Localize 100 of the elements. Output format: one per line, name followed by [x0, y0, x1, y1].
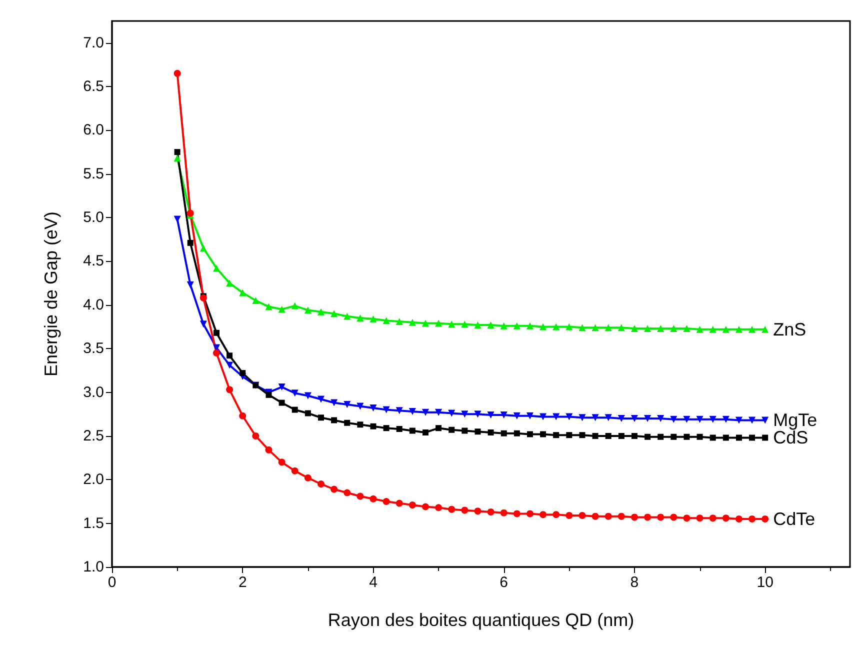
- point: [396, 500, 403, 507]
- point: [592, 512, 599, 520]
- point: [592, 432, 598, 439]
- point: [291, 467, 298, 474]
- point: [526, 431, 533, 438]
- point: [526, 412, 534, 420]
- point: [710, 434, 716, 441]
- point: [278, 384, 286, 391]
- point: [657, 414, 664, 422]
- point: [435, 408, 442, 416]
- point: [748, 326, 756, 333]
- point: [252, 432, 260, 440]
- point: [566, 432, 572, 438]
- point: [604, 324, 612, 332]
- point: [344, 401, 351, 408]
- point: [317, 396, 324, 403]
- point: [356, 492, 364, 500]
- point: [578, 414, 586, 422]
- point: [670, 325, 678, 332]
- point: [292, 406, 298, 413]
- point: [553, 432, 560, 438]
- point: [422, 408, 429, 416]
- x-tick-label: 10: [756, 574, 774, 591]
- point: [408, 318, 416, 326]
- point: [266, 392, 272, 398]
- point: [330, 399, 338, 406]
- point: [500, 430, 507, 436]
- point: [265, 446, 272, 454]
- x-tick-label: 2: [238, 574, 247, 591]
- point: [226, 352, 233, 359]
- point: [683, 416, 690, 423]
- point: [696, 434, 703, 440]
- series-label: CdTe: [773, 508, 816, 529]
- y-tick-label: 7.0: [83, 34, 104, 52]
- point: [513, 322, 520, 330]
- point: [709, 514, 716, 522]
- point: [488, 429, 494, 436]
- point: [370, 404, 377, 412]
- point: [552, 323, 560, 330]
- point: [592, 414, 599, 422]
- y-tick-label: 6.5: [83, 78, 104, 96]
- point: [474, 428, 481, 435]
- point: [304, 392, 312, 400]
- point: [644, 434, 651, 440]
- point: [566, 323, 573, 330]
- point: [644, 414, 652, 422]
- point: [618, 512, 625, 520]
- point: [631, 432, 638, 439]
- series-label: ZnS: [773, 319, 806, 340]
- point: [461, 320, 468, 328]
- point: [618, 414, 625, 422]
- y-tick-label: 5.0: [83, 209, 104, 226]
- point: [657, 325, 664, 332]
- point: [436, 425, 442, 432]
- point: [696, 416, 704, 423]
- point: [630, 325, 638, 332]
- point: [317, 308, 324, 316]
- point: [304, 474, 312, 482]
- y-tick-label: 3.5: [83, 340, 104, 358]
- point: [540, 511, 547, 518]
- point: [174, 154, 181, 162]
- point: [422, 320, 429, 327]
- point: [566, 512, 573, 519]
- point: [213, 349, 220, 356]
- point: [474, 410, 482, 418]
- point: [422, 503, 429, 510]
- point: [383, 425, 390, 432]
- point: [552, 413, 560, 420]
- point: [240, 370, 246, 376]
- point: [762, 515, 769, 522]
- series-label: MgTe: [773, 410, 818, 430]
- point: [762, 326, 769, 333]
- point: [592, 324, 599, 332]
- x-tick-label: 6: [500, 574, 508, 591]
- point: [435, 320, 442, 327]
- point: [630, 514, 638, 521]
- point: [226, 386, 234, 394]
- point: [658, 434, 664, 440]
- point: [382, 317, 390, 324]
- point: [722, 514, 730, 522]
- x-tick-label: 0: [108, 574, 116, 591]
- point: [618, 432, 624, 439]
- point: [474, 508, 482, 515]
- point: [579, 432, 586, 438]
- point: [330, 310, 338, 318]
- point: [174, 216, 181, 223]
- y-tick-label: 6.0: [83, 122, 104, 139]
- point: [748, 416, 756, 424]
- point: [513, 412, 520, 420]
- point: [762, 416, 769, 424]
- point: [578, 324, 586, 332]
- point: [396, 407, 403, 414]
- point: [344, 420, 350, 426]
- point: [748, 515, 756, 522]
- point: [604, 414, 612, 422]
- point: [291, 302, 298, 310]
- point: [318, 414, 324, 421]
- point: [709, 416, 716, 423]
- point: [644, 325, 652, 332]
- point: [265, 303, 272, 310]
